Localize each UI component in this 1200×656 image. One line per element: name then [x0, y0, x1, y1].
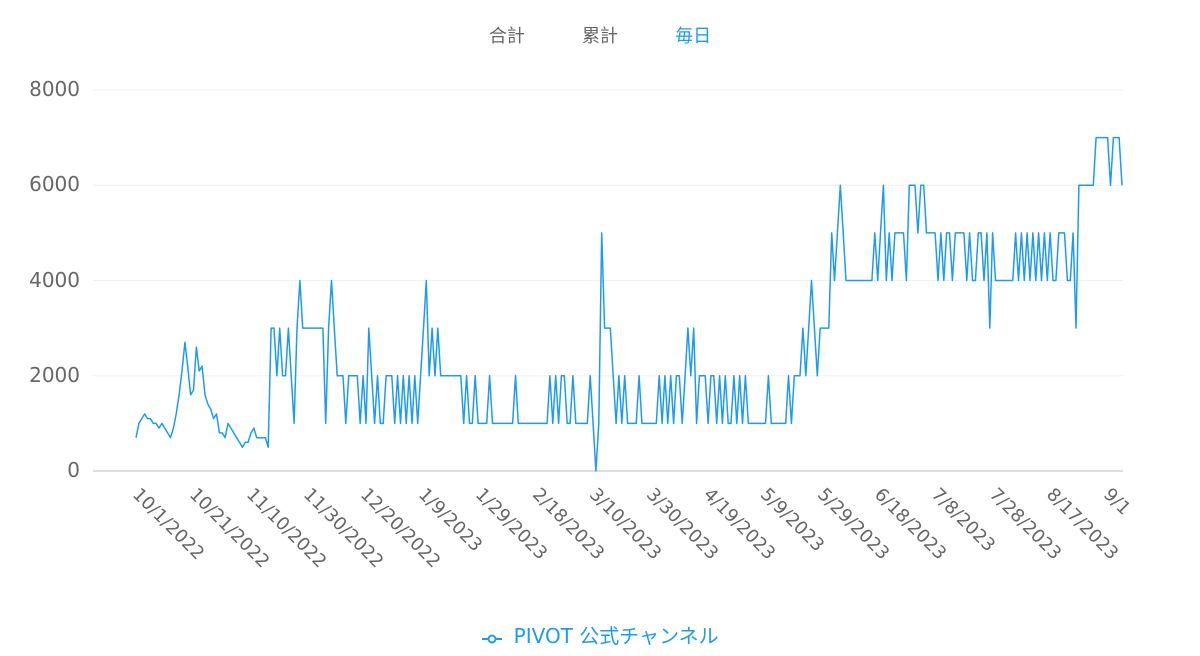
tab-daily[interactable]: 毎日	[675, 26, 712, 47]
view-tabs: 合計 累計 毎日	[0, 22, 1200, 52]
y-tick-label: 0	[67, 458, 80, 482]
legend[interactable]: PIVOT 公式チャンネル	[0, 620, 1200, 650]
legend-line-marker-icon	[481, 626, 503, 650]
y-tick-label: 2000	[29, 362, 80, 387]
tab-total[interactable]: 合計	[488, 26, 525, 47]
gridlines	[93, 89, 1123, 377]
y-tick-label: 6000	[29, 172, 80, 197]
y-tick-label: 4000	[29, 267, 80, 292]
tab-cumulative[interactable]: 累計	[582, 26, 618, 47]
y-tick-label: 8000	[29, 77, 80, 101]
series-line-pivot[interactable]	[135, 136, 1123, 472]
legend-label: PIVOT 公式チャンネル	[513, 624, 719, 648]
